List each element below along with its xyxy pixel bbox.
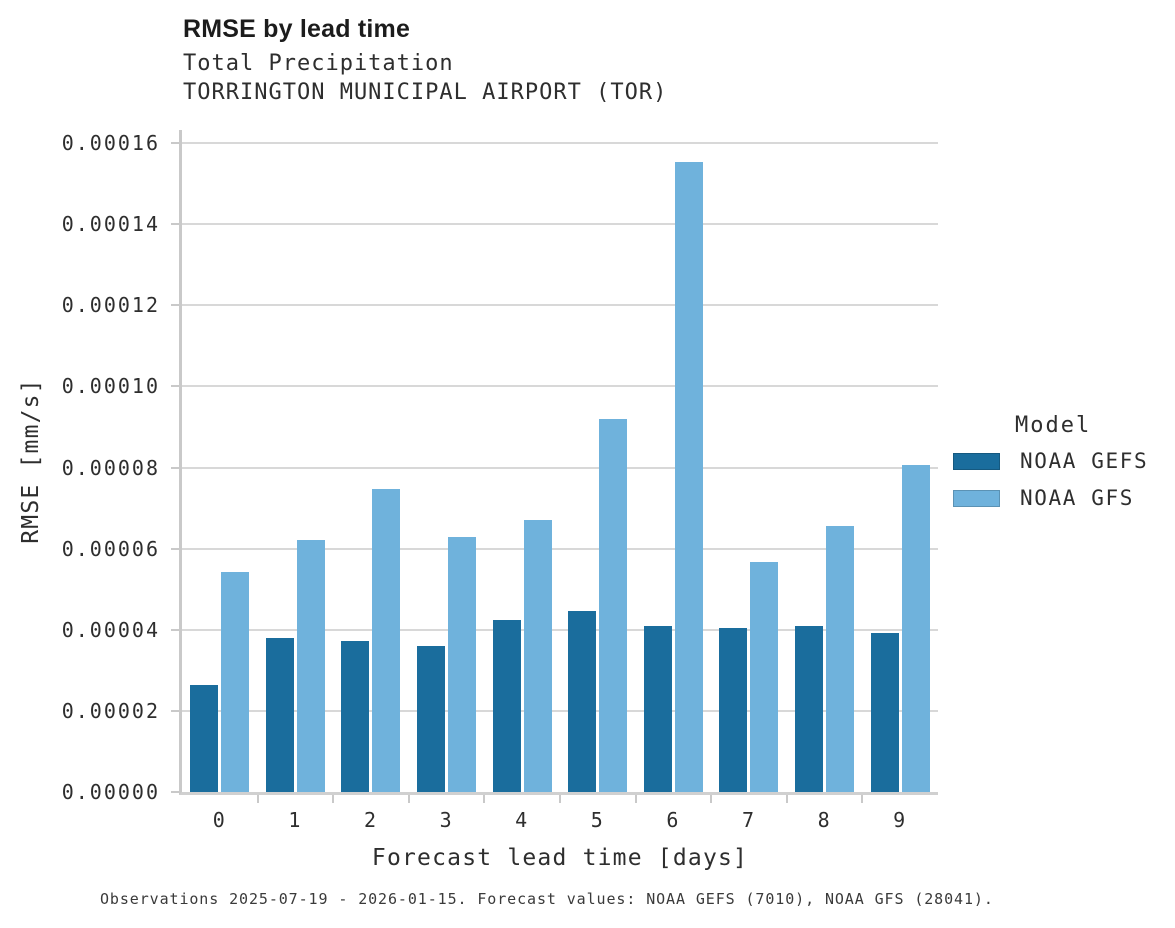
bar-noaa-gfs-day-9 [901,465,930,792]
y-tick-mark-0.00012 [171,304,179,307]
bar-group-day-5 [560,130,636,792]
bar-noaa-gefs-day-0 [190,685,219,792]
x-tick-mark-5 [559,795,561,803]
bar-noaa-gfs-day-6 [674,162,703,792]
gridline-0.00004 [182,628,938,631]
bar-noaa-gfs-day-3 [448,536,477,792]
bar-group-day-3 [409,130,485,792]
bar-noaa-gfs-day-2 [372,488,401,792]
bar-group-day-8 [787,130,863,792]
y-tick-label-0.00014: 0.00014 [61,212,160,237]
x-tick-mark-7 [710,795,713,803]
x-tick-label-4: 4 [515,808,530,832]
x-tick-label-7: 7 [741,808,757,832]
x-axis-tick-labels: 0 1 2 3 4 5 6 7 8 9 [182,810,938,838]
legend-title: Model [1015,413,1092,438]
gridline-0.00006 [182,547,938,550]
gridline-0.00014 [182,223,938,226]
bar-group-day-1 [258,130,334,792]
gridline-0.00016 [182,141,938,144]
footnote-caption: Observations 2025-07-19 - 2026-01-15. Fo… [100,890,994,908]
y-tick-mark-0.00016 [171,141,179,144]
bar-noaa-gefs-day-1 [265,637,294,792]
bar-noaa-gfs-day-0 [221,572,250,792]
x-tick-label-0: 0 [212,808,227,832]
x-tick-label-8: 8 [817,808,832,832]
x-tick-label-1: 1 [288,808,303,832]
bar-noaa-gfs-day-8 [826,525,855,792]
bar-noaa-gefs-day-2 [341,640,370,792]
y-tick-mark-0.00000 [171,791,179,793]
bar-group-day-0 [182,130,258,792]
y-tick-label-0.00000: 0.00000 [61,780,160,804]
bar-group-day-4 [484,130,560,792]
bar-noaa-gefs-day-3 [417,645,446,792]
legend-entry-gfs: NOAA GFS [953,488,1168,509]
y-tick-label-0.00008: 0.00008 [61,455,160,480]
legend-swatch-gefs [953,453,1000,470]
y-tick-mark-0.00002 [171,709,179,712]
plot-area [171,130,938,803]
bar-group-day-9 [862,130,938,792]
y-tick-label-0.00004: 0.00004 [61,617,160,642]
x-tick-label-5: 5 [590,808,605,832]
y-tick-mark-0.00006 [171,547,179,550]
y-tick-mark-0.00004 [171,628,179,631]
legend-entry-gefs: NOAA GEFS [953,451,1168,472]
y-tick-label-0.00012: 0.00012 [61,293,160,318]
bar-noaa-gefs-day-4 [492,620,521,792]
bar-noaa-gefs-day-6 [643,626,672,792]
bar-noaa-gfs-day-1 [296,540,325,792]
x-tick-mark-2 [332,795,335,803]
gridline-0.00002 [182,709,938,712]
bar-group-day-2 [333,130,409,792]
chart-title: RMSE by lead time [183,15,411,43]
x-tick-mark-8 [785,795,788,803]
bar-noaa-gefs-day-9 [870,633,899,792]
legend-label-gefs: NOAA GEFS [1020,449,1149,473]
y-axis-tick-labels: 0.00000 0.00002 0.00004 0.00006 0.00008 0.000… [0,130,160,802]
gridline-0.00008 [182,466,938,469]
y-tick-mark-0.00014 [171,223,179,226]
bar-groups [182,130,938,792]
x-tick-mark-9 [861,795,864,803]
bar-noaa-gefs-day-7 [719,628,748,792]
x-tick-mark-1 [256,795,259,803]
bar-group-day-7 [711,130,787,792]
bar-noaa-gefs-day-5 [568,611,597,792]
legend-swatch-gfs [953,490,1000,507]
chart-subtitle-variable: Total Precipitation [183,51,454,76]
y-tick-label-0.00016: 0.00016 [61,130,160,155]
bar-noaa-gfs-day-4 [523,520,552,792]
legend: Model NOAA GEFS NOAA GFS [953,413,1168,525]
x-tick-label-3: 3 [439,808,454,832]
x-tick-mark-6 [634,795,637,803]
x-tick-label-6: 6 [666,808,681,832]
x-tick-mark-3 [407,795,410,803]
y-tick-label-0.00002: 0.00002 [61,698,160,723]
legend-label-gfs: NOAA GFS [1020,486,1134,510]
bar-noaa-gefs-day-8 [795,626,824,792]
bar-noaa-gfs-day-5 [599,419,628,792]
y-tick-mark-0.00008 [171,466,179,469]
x-tick-mark-4 [483,795,486,803]
bar-group-day-6 [636,130,712,792]
y-tick-label-0.00010: 0.00010 [61,374,160,399]
x-tick-label-9: 9 [893,808,908,832]
y-tick-mark-0.00010 [171,385,179,388]
x-tick-label-2: 2 [363,808,379,832]
y-tick-label-0.00006: 0.00006 [61,536,160,561]
bar-noaa-gfs-day-7 [750,561,779,792]
gridline-0.00012 [182,304,938,307]
x-axis-title: Forecast lead time [days] [371,845,749,871]
gridline-0.00010 [182,385,938,388]
chart-subtitle-station: TORRINGTON MUNICIPAL AIRPORT (TOR) [183,80,668,105]
